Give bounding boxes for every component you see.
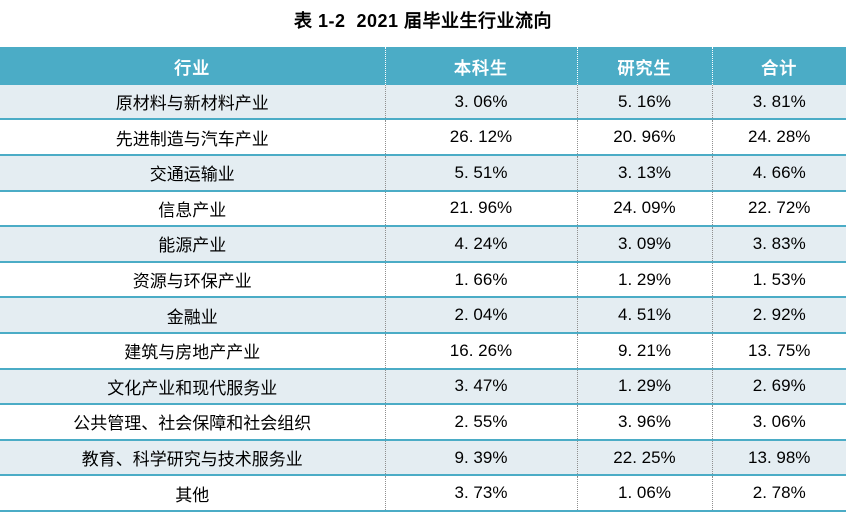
table-row: 金融业 2. 04% 4. 51% 2. 92% [0,297,846,333]
table-row: 公共管理、社会保障和社会组织 2. 55% 3. 96% 3. 06% [0,404,846,440]
total-cell: 3. 06% [711,404,846,440]
industry-cell: 金融业 [166,307,218,327]
industry-cell: 文化产业和现代服务业 [107,378,278,398]
undergraduate-cell: 16. 26% [384,332,577,369]
undergraduate-cell: 3. 73% [384,475,577,511]
industry-cell: 建筑与房地产产业 [124,343,261,363]
undergraduate-cell: 2. 04% [384,297,577,333]
graduate-cell: 9. 21% [576,332,712,369]
industry-cell: 信息产业 [158,200,227,220]
total-cell: 24. 28% [711,119,846,155]
header-industry: 行业 [0,47,385,85]
total-cell: 2. 78% [711,475,846,511]
table-row: 能源产业 4. 24% 3. 09% 3. 83% [0,226,846,262]
undergraduate-cell: 4. 24% [384,226,577,262]
graduate-cell: 22. 25% [576,439,712,476]
graduate-cell: 3. 96% [576,404,712,440]
total-cell: 2. 92% [711,297,846,333]
undergraduate-cell: 1. 66% [384,261,577,298]
graduate-cell: 4. 51% [576,297,712,333]
total-cell: 13. 98% [711,439,846,476]
industry-cell: 交通运输业 [149,165,235,185]
graduate-cell: 3. 09% [576,226,712,262]
table-row: 交通运输业 5. 51% 3. 13% 4. 66% [0,154,846,191]
table-row: 先进制造与汽车产业 26. 12% 20. 96% 24. 28% [0,119,846,155]
total-cell: 2. 69% [711,368,846,405]
undergraduate-cell: 26. 12% [384,119,577,155]
industry-cell: 原材料与新材料产业 [115,94,269,114]
table-row: 建筑与房地产产业 16. 26% 9. 21% 13. 75% [0,332,846,369]
graduate-cell: 5. 16% [576,85,712,120]
header-row: 行业 本科生 研究生 合计 [0,47,846,85]
header-graduate: 研究生 [576,47,712,85]
table-row: 信息产业 21. 96% 24. 09% 22. 72% [0,190,846,227]
total-cell: 13. 75% [711,332,846,369]
table-row: 教育、科学研究与技术服务业 9. 39% 22. 25% 13. 98% [0,439,846,476]
industry-cell: 能源产业 [158,236,227,256]
table-row: 原材料与新材料产业 3. 06% 5. 16% 3. 81% [0,85,846,120]
undergraduate-cell: 9. 39% [384,439,577,476]
total-cell: 1. 53% [711,261,846,298]
header-undergraduate: 本科生 [384,47,577,85]
table-body: 原材料与新材料产业 3. 06% 5. 16% 3. 81% 先进制造与汽车产业 26. … [0,85,846,511]
graduate-cell: 20. 96% [576,119,712,155]
undergraduate-cell: 2. 55% [384,404,577,440]
industry-cell: 其他 [175,485,210,505]
table-row: 资源与环保产业 1. 66% 1. 29% 1. 53% [0,261,846,298]
total-cell: 3. 83% [711,226,846,262]
undergraduate-cell: 3. 47% [384,368,577,405]
header-total: 合计 [711,47,846,85]
industry-flow-table: 行业 本科生 研究生 合计 原材料与新材料产业 3. 06% 5. 16% 3. 81… [0,47,846,512]
graduate-cell: 3. 13% [576,154,712,191]
graduate-cell: 1. 29% [576,368,712,405]
graduate-cell: 1. 06% [576,475,712,511]
total-cell: 3. 81% [711,85,846,120]
table-row: 其他 3. 73% 1. 06% 2. 78% [0,475,846,511]
industry-cell: 教育、科学研究与技术服务业 [81,450,303,470]
undergraduate-cell: 5. 51% [384,154,577,191]
industry-cell: 先进制造与汽车产业 [115,129,269,149]
graduate-cell: 1. 29% [576,261,712,298]
undergraduate-cell: 21. 96% [384,190,577,227]
table-row: 文化产业和现代服务业 3. 47% 1. 29% 2. 69% [0,368,846,405]
graduate-cell: 24. 09% [576,190,712,227]
undergraduate-cell: 3. 06% [384,85,577,120]
industry-cell: 公共管理、社会保障和社会组织 [73,414,312,434]
industry-cell: 资源与环保产业 [132,272,252,292]
table-caption: 表 1-2 2021 届毕业生行业流向 [293,11,553,31]
total-cell: 22. 72% [711,190,846,227]
total-cell: 4. 66% [711,154,846,191]
